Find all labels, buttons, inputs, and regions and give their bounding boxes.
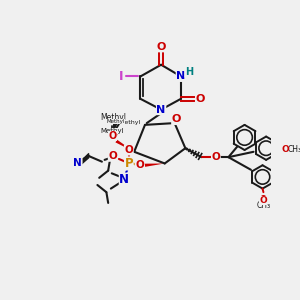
- Text: O: O: [156, 42, 166, 52]
- Text: O: O: [108, 130, 117, 140]
- Text: P: P: [124, 157, 133, 170]
- Text: Methyl: Methyl: [119, 120, 140, 125]
- Text: O: O: [172, 115, 181, 124]
- Text: O: O: [260, 195, 267, 204]
- Text: O: O: [135, 160, 144, 170]
- Text: N: N: [157, 105, 166, 115]
- Text: N: N: [73, 158, 82, 168]
- Text: I: I: [118, 70, 123, 83]
- Text: N: N: [119, 173, 129, 186]
- Text: O: O: [212, 152, 220, 162]
- Text: N: N: [176, 71, 185, 81]
- Text: O: O: [281, 146, 289, 154]
- Text: CH₃: CH₃: [288, 146, 300, 154]
- Text: O: O: [260, 196, 267, 205]
- Text: H: H: [185, 67, 193, 77]
- Text: CH₃: CH₃: [256, 201, 271, 210]
- Text: O: O: [109, 130, 117, 141]
- Text: O: O: [281, 146, 288, 154]
- Text: Methyl: Methyl: [106, 119, 124, 124]
- Text: O: O: [108, 151, 117, 161]
- Polygon shape: [145, 164, 165, 167]
- Text: O: O: [124, 145, 133, 155]
- Text: Methyl: Methyl: [100, 128, 124, 134]
- Polygon shape: [116, 140, 134, 152]
- Text: O: O: [196, 94, 205, 104]
- Text: N: N: [73, 158, 82, 168]
- Text: O: O: [108, 130, 117, 140]
- Text: Methyl: Methyl: [100, 113, 127, 122]
